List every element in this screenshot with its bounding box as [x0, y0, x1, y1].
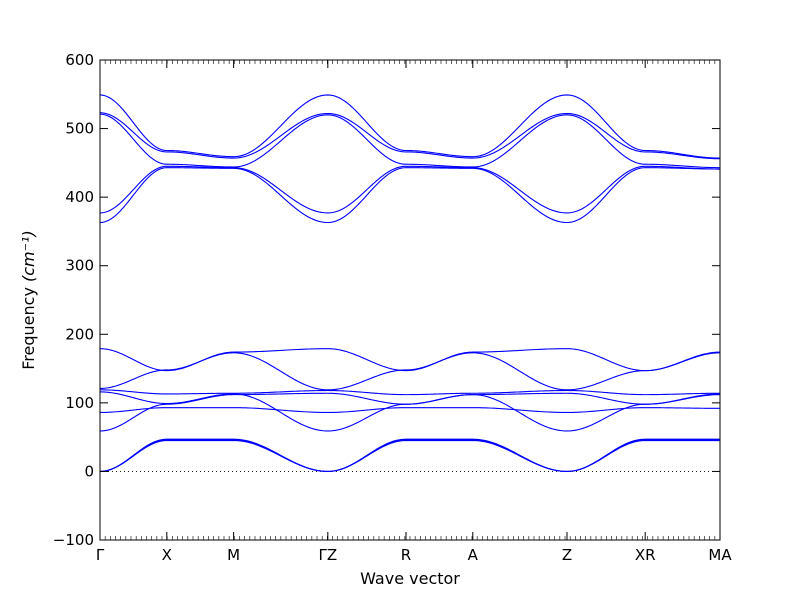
y-tick-label: 200 — [65, 325, 94, 343]
y-tick-label: 600 — [65, 51, 94, 69]
y-axis-label-text: Frequency — [19, 287, 38, 370]
x-tick-label: A — [468, 546, 479, 564]
x-tick-label: ΓZ — [319, 546, 338, 564]
band-6 — [99, 348, 721, 372]
x-tick-label: M — [227, 546, 240, 564]
y-tick-label: 300 — [65, 257, 94, 275]
band-7 — [99, 352, 721, 391]
y-tick-label: 500 — [65, 120, 94, 138]
x-tick-label: XR — [635, 546, 656, 564]
band-8 — [100, 389, 720, 396]
x-axis-label: Wave vector — [360, 569, 460, 588]
y-axis-label-unit: (cm⁻¹) — [19, 230, 38, 282]
x-tick-label: Z — [562, 546, 572, 564]
x-tick-label: X — [162, 546, 172, 564]
x-tick-label: MA — [708, 546, 732, 564]
band-11 — [99, 392, 721, 432]
y-tick-label: 400 — [65, 188, 94, 206]
band-4 — [99, 165, 721, 214]
band-5 — [99, 167, 720, 224]
x-tick-label: Γ — [96, 546, 105, 564]
band-1 — [99, 94, 721, 159]
x-tick-label: R — [401, 546, 411, 564]
plot-frame — [99, 59, 721, 541]
band-2 — [99, 112, 721, 160]
band-10 — [99, 407, 720, 414]
band-9 — [99, 391, 721, 432]
band-3 — [99, 113, 721, 169]
y-tick-label: −100 — [53, 531, 94, 549]
y-axis-label: Frequency (cm⁻¹) — [19, 230, 38, 369]
y-tick-label: 0 — [84, 462, 94, 480]
band-14 — [99, 440, 720, 472]
y-tick-label: 100 — [65, 394, 94, 412]
